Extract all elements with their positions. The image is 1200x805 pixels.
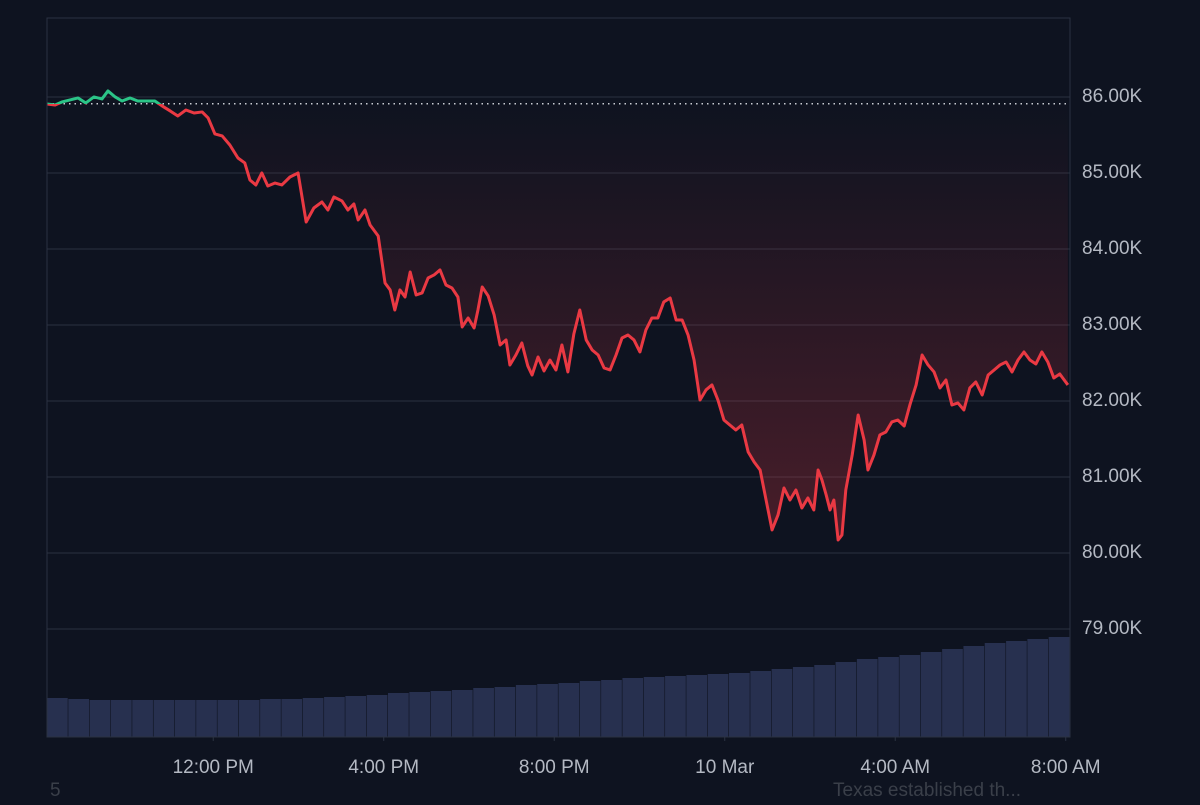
volume-bar (899, 655, 921, 737)
volume-bar (622, 678, 644, 737)
x-tick-label: 4:00 PM (348, 757, 419, 778)
volume-bar (537, 684, 558, 737)
volume-bar (686, 675, 708, 737)
volume-bar (707, 674, 729, 737)
volume-bar (494, 687, 516, 737)
volume-bar (963, 646, 985, 737)
x-tick-label: 8:00 AM (1031, 757, 1101, 778)
volume-bar (1027, 639, 1049, 737)
volume-bar (324, 697, 345, 737)
volume-bar (174, 700, 196, 737)
y-tick-label: 82.00K (1082, 390, 1143, 411)
volume-bar (302, 698, 324, 737)
y-tick-label: 81.00K (1082, 466, 1143, 487)
y-tick-label: 79.00K (1082, 618, 1143, 639)
volume-bar (771, 669, 793, 737)
plot-frame (46, 17, 1071, 738)
x-tick-label: 8:00 PM (519, 757, 590, 778)
volume-bar (558, 683, 580, 737)
volume-bar (601, 680, 622, 737)
volume-bar (579, 681, 601, 737)
y-tick-label: 85.00K (1082, 162, 1143, 183)
footer-right: Texas established th... (833, 780, 1021, 800)
volume-bar (366, 695, 388, 737)
area-fill (47, 103, 1068, 540)
volume-bar (110, 700, 132, 737)
volume-bar (473, 688, 494, 737)
volume-bar (792, 667, 814, 737)
x-tick-label: 10 Mar (695, 757, 755, 778)
volume-bar (89, 700, 111, 737)
volume-bar (984, 643, 1006, 737)
footer-left: 5 (50, 780, 61, 800)
volume-bar (814, 665, 835, 737)
ticks: 79.00K 80.00K 81.00K 82.00K 83.00K 84.00K 85.0… (173, 86, 1143, 778)
y-tick-label: 83.00K (1082, 314, 1143, 335)
volume-bar (750, 671, 772, 737)
volume-bar (1048, 637, 1070, 737)
volume-bar (260, 699, 281, 737)
volume-bar (132, 700, 153, 737)
price-line (46, 89, 1070, 542)
volume-bar (451, 690, 473, 737)
volume-bar (729, 673, 750, 737)
volume-bar (196, 700, 217, 737)
volume-bar (942, 649, 963, 737)
volume-bar (878, 657, 899, 737)
volume-bar (281, 699, 303, 737)
y-tick-label: 84.00K (1082, 238, 1143, 259)
volume-bar (665, 676, 686, 737)
x-tick-label: 4:00 AM (860, 757, 930, 778)
x-tick-label: 12:00 PM (173, 757, 254, 778)
volume-bar (856, 659, 878, 737)
volume-bar (920, 652, 942, 737)
volume-bars (47, 637, 1070, 737)
volume-bar (47, 698, 68, 737)
volume-bar (153, 700, 175, 737)
volume-bar (430, 691, 452, 737)
volume-bar (643, 677, 665, 737)
volume-bar (238, 700, 260, 737)
y-tick-label: 86.00K (1082, 86, 1143, 107)
volume-bar (68, 699, 90, 737)
plot (46, 89, 1070, 542)
volume-bar (835, 662, 857, 737)
volume-bar (217, 700, 239, 737)
volume-bar (1006, 641, 1027, 737)
volume-bar (388, 693, 409, 737)
volume-bar (515, 685, 537, 737)
volume-bar (409, 692, 431, 737)
y-tick-label: 80.00K (1082, 542, 1143, 563)
volume-bar (345, 696, 367, 737)
